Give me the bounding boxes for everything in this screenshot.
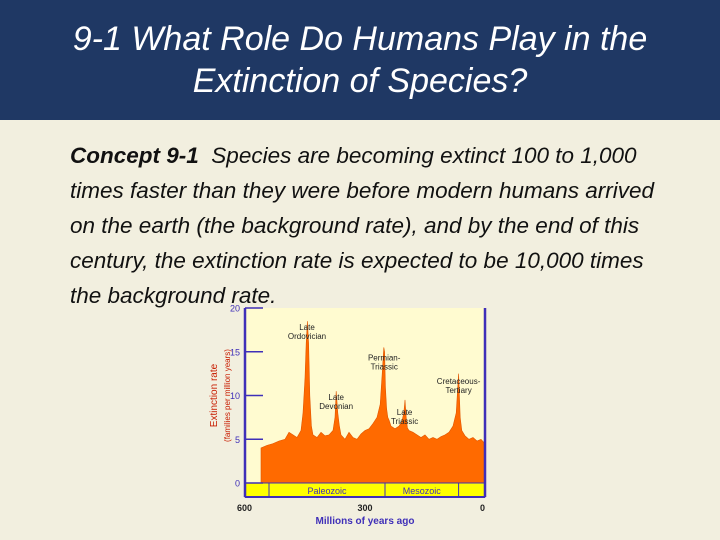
slide-title-line-2: Extinction of Species? [192, 62, 528, 100]
peak-annotation: Cretaceous- [437, 377, 481, 386]
peak-annotation: Devonian [319, 402, 353, 411]
extinction-rate-area [260, 321, 486, 484]
y-tick-label: 0 [235, 479, 240, 489]
x-tick-label: 600 [237, 503, 252, 513]
concept-paragraph: Concept 9-1 Species are becoming extinct… [70, 138, 670, 313]
peak-annotation: Triassic [371, 363, 398, 372]
extinction-rate-chart: Paleozoic Mesozoic 0 5 10 15 20 600 300 0 Millions… [209, 304, 487, 527]
concept-label: Concept 9-1 [70, 143, 199, 168]
era-label: Paleozoic [307, 486, 347, 496]
y-axis-sublabel: (families per million years) [223, 349, 232, 442]
era-label: Mesozoic [403, 486, 442, 496]
peak-annotation: Late [299, 323, 315, 332]
peak-annotation: Tertiary [445, 386, 471, 395]
x-tick-label: 300 [357, 503, 372, 513]
y-tick-label: 20 [230, 304, 240, 314]
era-band [244, 482, 486, 498]
peak-annotation: Late [328, 393, 344, 402]
peak-annotation: Permian- [368, 354, 401, 363]
y-tick-label: 15 [230, 347, 240, 357]
x-tick-label: 0 [480, 503, 485, 513]
concept-text: Species are becoming extinct 100 to 1,00… [70, 143, 655, 308]
y-tick-label: 10 [230, 391, 240, 401]
x-axis-label: Millions of years ago [316, 516, 415, 527]
title-bar: 9-1 What Role Do Humans Play in the Exti… [0, 0, 720, 120]
y-axis-label: Extinction rate [209, 363, 220, 427]
slide-title-line-1: 9-1 What Role Do Humans Play in the [72, 20, 648, 58]
peak-annotation: Late [397, 408, 413, 417]
y-tick-label: 5 [235, 435, 240, 445]
peak-annotation: Triassic [391, 417, 418, 426]
peak-annotation: Ordovician [288, 332, 326, 341]
